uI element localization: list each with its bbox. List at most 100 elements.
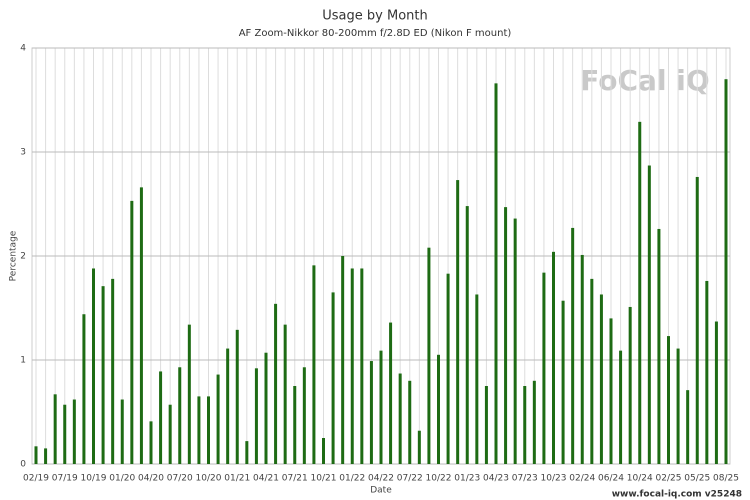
bar [599, 294, 603, 464]
x-tick-label: 02/25 [656, 474, 682, 484]
bar [714, 321, 718, 464]
bar [590, 278, 594, 464]
bar [638, 121, 642, 464]
bar [523, 386, 527, 464]
bar [609, 318, 613, 464]
bar [657, 228, 661, 464]
bar [494, 83, 498, 465]
y-tick-label: 3 [20, 148, 26, 158]
bar [207, 396, 210, 464]
x-tick-label: 07/23 [512, 474, 538, 484]
bar [331, 292, 335, 464]
y-tick-label: 0 [20, 460, 26, 470]
x-tick-label: 10/21 [311, 474, 337, 484]
bar [101, 286, 105, 464]
x-tick-label: 04/21 [253, 474, 279, 484]
bar [312, 265, 316, 464]
x-axis-label: Date [370, 486, 392, 496]
x-tick-label: 07/21 [282, 474, 308, 484]
bar [82, 314, 86, 464]
bar [628, 306, 632, 464]
bar [120, 399, 124, 464]
bar [341, 256, 345, 464]
bar [619, 350, 623, 464]
bar [264, 352, 268, 464]
y-tick-label: 1 [20, 356, 26, 366]
bar [178, 367, 182, 464]
x-tick-label: 06/24 [598, 474, 624, 484]
bar [389, 322, 393, 464]
bar [92, 268, 95, 464]
bar [44, 448, 48, 464]
bar [53, 394, 57, 464]
bar [484, 386, 488, 464]
bar [245, 441, 249, 464]
x-tick-label: 04/23 [483, 474, 509, 484]
bar [360, 268, 364, 464]
bar [111, 278, 115, 464]
bar [417, 430, 421, 464]
bar [513, 218, 517, 464]
bar [235, 329, 239, 464]
bar [369, 361, 373, 464]
bar [283, 324, 287, 464]
bar [705, 280, 709, 464]
bar [427, 247, 431, 464]
bar [446, 273, 450, 464]
x-tick-label: 08/25 [713, 474, 739, 484]
chart-title: Usage by Month [322, 9, 427, 24]
x-tick-label: 02/24 [569, 474, 595, 484]
bar [63, 404, 67, 464]
bar [456, 180, 460, 464]
bar [398, 373, 402, 464]
bar [552, 251, 555, 464]
bar [226, 348, 230, 464]
watermark: FoCal iQ [580, 64, 709, 97]
x-tick-label: 07/22 [397, 474, 423, 484]
x-tick-label: 10/24 [627, 474, 653, 484]
bar [168, 404, 172, 464]
bar [437, 354, 440, 464]
x-tick-label: 01/21 [224, 474, 250, 484]
bar [72, 399, 76, 464]
x-tick-label: 01/20 [109, 474, 135, 484]
bar [408, 380, 412, 464]
x-tick-label: 01/23 [454, 474, 480, 484]
bar [139, 187, 143, 465]
x-tick-label: 10/19 [81, 474, 107, 484]
x-tick-label: 02/19 [23, 474, 49, 484]
bar [34, 446, 38, 464]
bar [322, 438, 325, 464]
bar [159, 371, 163, 464]
x-tick-label: 04/22 [368, 474, 394, 484]
y-tick-label: 4 [20, 44, 26, 54]
x-tick-label: 01/22 [339, 474, 365, 484]
bar [580, 254, 584, 464]
bar [293, 386, 297, 464]
x-tick-label: 10/23 [541, 474, 567, 484]
x-tick-label: 05/25 [684, 474, 710, 484]
x-tick-label: 10/20 [196, 474, 222, 484]
footer: www.focal-iq.com v25248 [612, 490, 742, 500]
bar [379, 350, 383, 464]
bar [302, 367, 306, 464]
bar [465, 206, 469, 464]
x-tick-label: 10/22 [426, 474, 452, 484]
bar [475, 294, 479, 464]
bar [187, 324, 191, 464]
bar [561, 300, 565, 464]
bar [274, 303, 278, 464]
bar [149, 421, 153, 464]
bar [130, 200, 134, 464]
chart-subtitle: AF Zoom-Nikkor 80-200mm f/2.8D ED (Nikon… [239, 28, 512, 39]
bar [532, 380, 536, 464]
bar [695, 176, 699, 464]
bar [686, 390, 690, 464]
bar [571, 227, 575, 464]
y-tick-label: 2 [20, 252, 26, 262]
bar [667, 336, 670, 464]
y-axis-label: Percentage [9, 230, 19, 281]
bar [647, 165, 651, 464]
bar [676, 348, 680, 464]
